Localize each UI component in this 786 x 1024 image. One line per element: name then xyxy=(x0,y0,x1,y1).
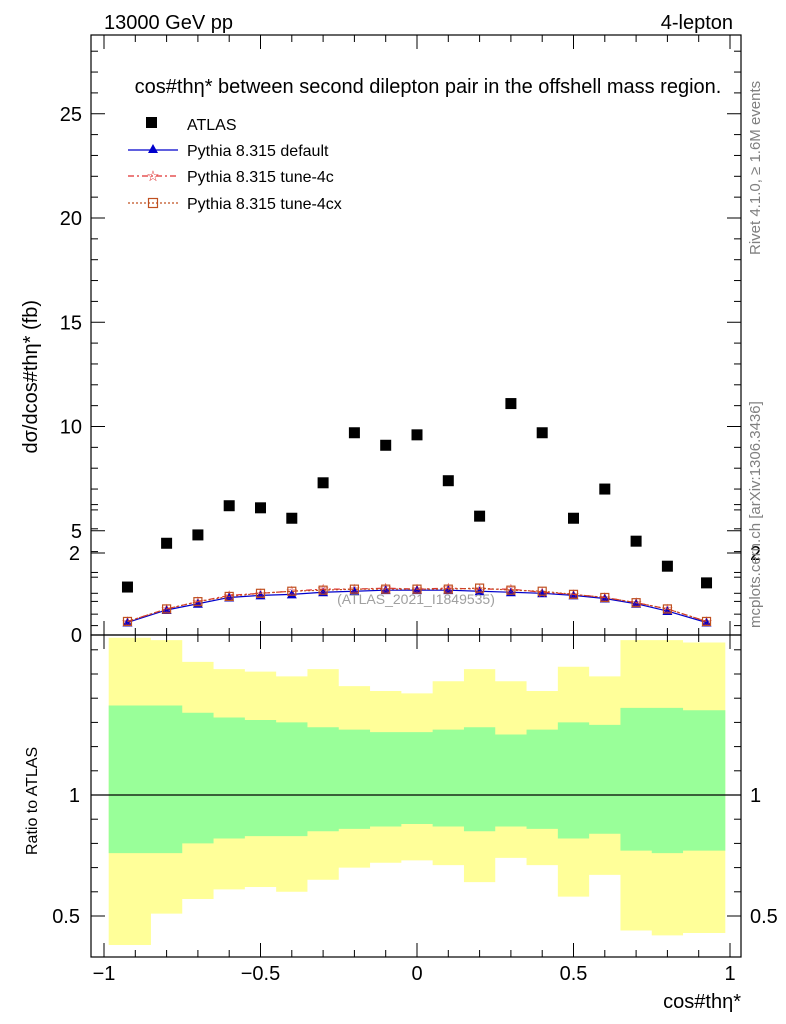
point-tune4cx xyxy=(381,584,391,594)
point-tune4cx xyxy=(349,584,359,594)
legend-atlas-label: ATLAS xyxy=(187,117,237,134)
rivet-label: Rivet 4.1.0, ≥ 1.6M events xyxy=(747,81,764,255)
main-y-axis-label: dσ/dcos#thη* (fb) xyxy=(20,300,42,454)
x-axis-label: cos#thη* xyxy=(663,991,741,1013)
ratio-y-tick-label: 2 xyxy=(69,543,80,565)
energy-label: 13000 GeV pp xyxy=(104,12,233,34)
data-point xyxy=(568,512,579,524)
data-point xyxy=(536,427,548,439)
point-tune4cx xyxy=(701,616,712,627)
point-tune4c: ☆ xyxy=(536,584,549,600)
data-point xyxy=(121,581,133,593)
point-tune4cx xyxy=(224,591,234,602)
legend-tune4cx-marker xyxy=(147,197,159,209)
y-tick-label: 25 xyxy=(60,104,82,126)
x-tick-label: 1 xyxy=(724,963,735,985)
ratio-y-axis-label: Ratio to ATLAS xyxy=(24,747,41,855)
point-default xyxy=(286,589,297,599)
atlas-data-points xyxy=(121,398,713,593)
point-tune4cx xyxy=(287,586,297,596)
point-tune4cx xyxy=(662,604,673,614)
mc-series: ☆☆ ☆ ☆ ☆ ☆ ☆ ☆ ☆ ☆ ☆ ☆ ☆ ☆ ☆ ☆ ☆ ☆☆ xyxy=(121,580,713,629)
point-default xyxy=(701,617,712,627)
data-point xyxy=(411,429,423,441)
legend: ATLAS Pythia 8.315 default ☆ Pythia 8.31… xyxy=(128,117,342,213)
ratio-y-tick-label: 1 xyxy=(69,785,80,807)
ratio-inner-band xyxy=(108,705,726,854)
point-tune4cx xyxy=(255,588,266,598)
point-default xyxy=(122,617,133,627)
y-tick-label: 0 xyxy=(71,625,82,647)
point-tune4c: ☆ xyxy=(223,587,236,603)
data-point xyxy=(599,483,611,495)
point-tune4cx xyxy=(318,585,328,595)
data-point xyxy=(630,535,642,547)
data-point xyxy=(474,510,486,522)
data-point xyxy=(161,537,173,549)
ratio-bands xyxy=(108,637,726,946)
x-tick-label: 0.5 xyxy=(560,963,588,985)
legend-atlas-marker xyxy=(146,117,157,128)
point-tune4c: ☆ xyxy=(473,581,486,597)
ratio-frame xyxy=(90,634,742,958)
point-tune4c: ☆ xyxy=(379,580,392,596)
data-point xyxy=(348,427,360,439)
plot-title: cos#thη* between second dilepton pair in… xyxy=(135,76,722,98)
legend-tune4c-label: Pythia 8.315 tune-4c xyxy=(187,169,334,186)
legend-tune4c-marker: ☆ xyxy=(146,168,159,185)
point-tune4c: ☆ xyxy=(317,581,330,597)
point-tune4c: ☆ xyxy=(442,580,455,596)
y-tick-label: 20 xyxy=(60,208,82,230)
point-tune4cx xyxy=(537,586,547,596)
legend-default-marker xyxy=(148,144,158,153)
point-tune4c: ☆ xyxy=(505,581,518,597)
data-point xyxy=(701,577,713,589)
legend-tune4cx-label: Pythia 8.315 tune-4cx xyxy=(187,196,342,213)
main-axis-ticks: 0 5 10 15 20 25 xyxy=(60,35,741,647)
data-point xyxy=(505,398,517,410)
point-tune4cx xyxy=(162,604,172,614)
point-tune4cx xyxy=(631,598,641,608)
point-tune4cx xyxy=(443,584,453,594)
x-tick-label: −1 xyxy=(93,963,116,985)
data-point xyxy=(380,439,392,451)
y-tick-label: 10 xyxy=(60,417,82,439)
point-default xyxy=(474,586,485,596)
analysis-watermark: (ATLAS_2021_I1849535) xyxy=(337,591,495,607)
point-tune4cx xyxy=(600,592,610,603)
mcplots-label: mcplots.cern.ch [arXiv:1306.3436] xyxy=(747,401,764,628)
y-tick-label: 5 xyxy=(71,521,82,543)
data-point xyxy=(286,512,298,524)
x-tick-label: −0.5 xyxy=(241,963,280,985)
ratio-axis-ticks: 0.5 0.5 1 1 2 2 −1 −0.5 0 0.5 1 xyxy=(52,504,778,985)
data-point xyxy=(192,529,204,541)
point-tune4cx xyxy=(506,585,516,595)
data-point xyxy=(223,500,235,512)
ratio-y-tick-label-right: 0.5 xyxy=(750,906,778,928)
process-label: 4-lepton xyxy=(661,12,733,34)
point-tune4cx xyxy=(122,616,133,627)
ratio-y-tick-label-right: 2 xyxy=(750,543,761,565)
ratio-y-tick-label-right: 1 xyxy=(750,785,761,807)
data-point xyxy=(255,502,266,514)
data-point xyxy=(442,475,454,487)
point-tune4cx xyxy=(568,589,579,599)
point-tune4cx xyxy=(193,597,203,607)
point-tune4cx xyxy=(475,583,485,593)
point-tune4cx xyxy=(412,584,422,594)
ratio-y-tick-label: 0.5 xyxy=(52,906,80,928)
y-tick-label: 15 xyxy=(60,312,82,334)
data-point xyxy=(661,560,673,572)
series-line-tune4cx xyxy=(127,587,707,623)
legend-default-label: Pythia 8.315 default xyxy=(187,143,329,160)
data-point xyxy=(317,477,329,489)
x-tick-label: 0 xyxy=(411,963,422,985)
